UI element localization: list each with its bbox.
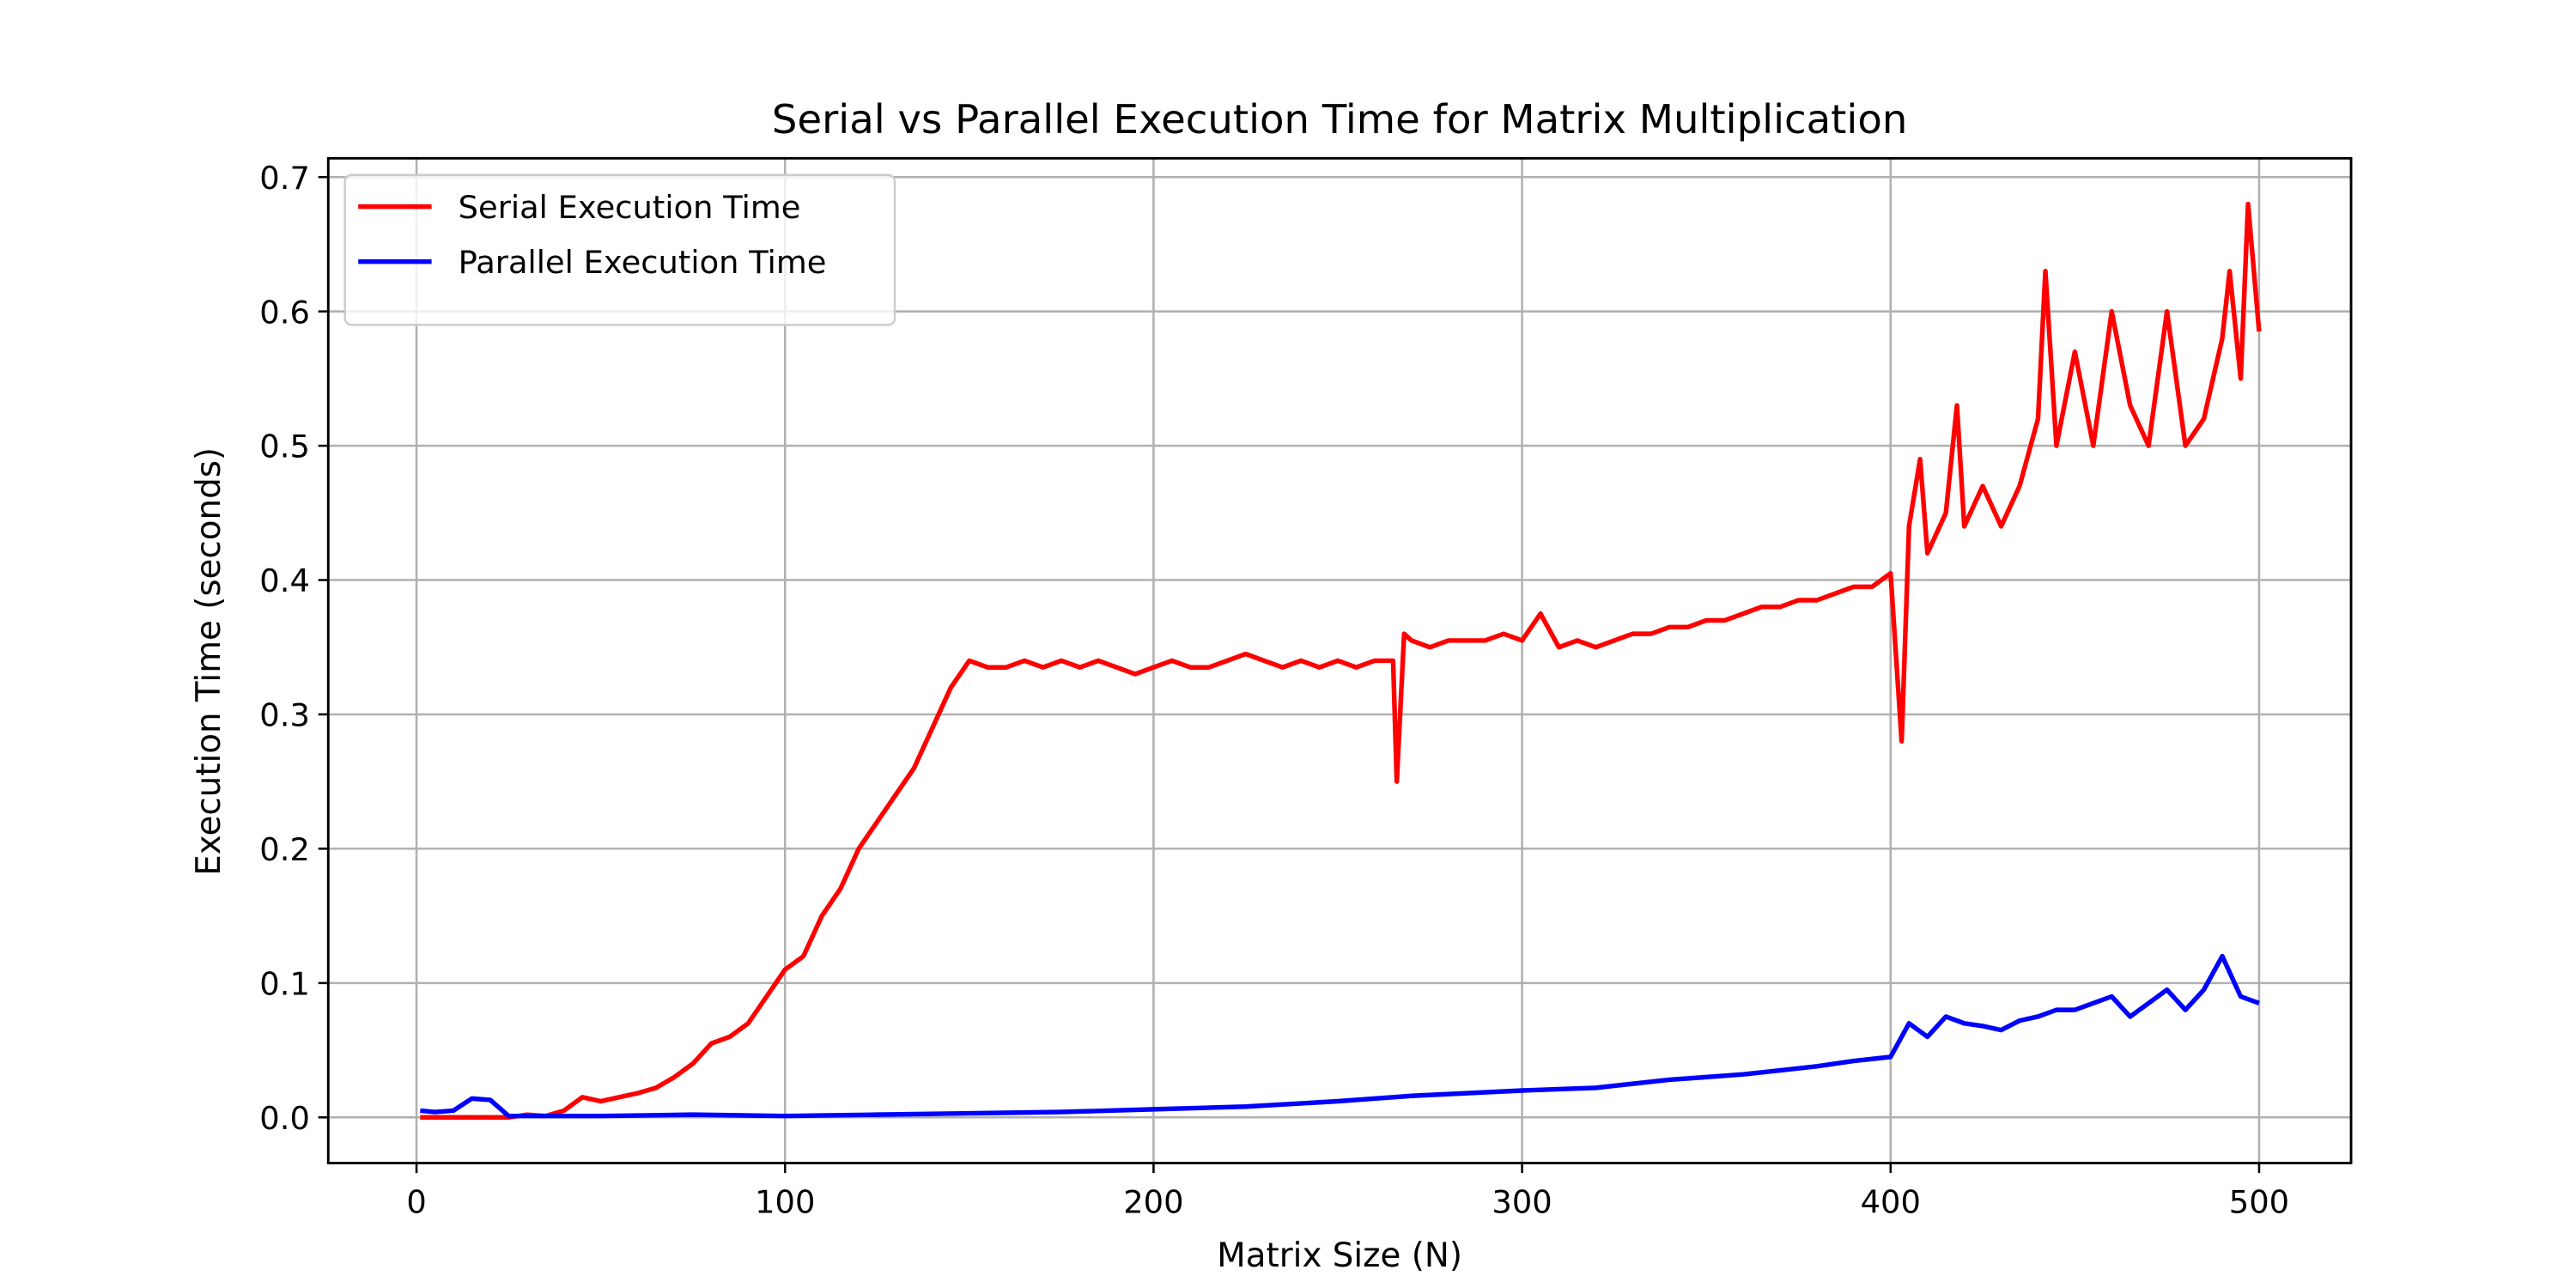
legend-box xyxy=(343,173,896,326)
y-tick-label: 0.6 xyxy=(259,294,310,331)
y-tick-label: 0.2 xyxy=(259,831,310,868)
y-tick-label: 0.3 xyxy=(259,697,310,734)
y-tick-label: 0.5 xyxy=(259,428,310,465)
x-tick-label: 500 xyxy=(2229,1184,2289,1221)
data-line xyxy=(420,201,2262,1120)
y-tick-label: 0.1 xyxy=(259,965,310,1002)
y-tick-label: 0.7 xyxy=(259,160,310,197)
y-axis-label: Execution Time (seconds) xyxy=(190,447,228,876)
legend-label: Parallel Execution Time xyxy=(459,244,827,281)
x-tick-label: 0 xyxy=(406,1184,426,1221)
x-tick-label: 200 xyxy=(1123,1184,1183,1221)
chart-title: Serial vs Parallel Execution Time for Ma… xyxy=(772,96,1907,143)
y-tick-label: 0.0 xyxy=(259,1100,310,1137)
legend-label: Serial Execution Time xyxy=(459,189,801,226)
x-tick-label: 100 xyxy=(755,1184,815,1221)
data-line xyxy=(420,953,2260,1119)
x-axis-label: Matrix Size (N) xyxy=(1217,1236,1462,1275)
plot-frame xyxy=(326,156,2353,1164)
x-tick-label: 400 xyxy=(1861,1184,1921,1221)
y-tick-label: 0.4 xyxy=(259,562,310,599)
x-tick-label: 300 xyxy=(1492,1184,1552,1221)
